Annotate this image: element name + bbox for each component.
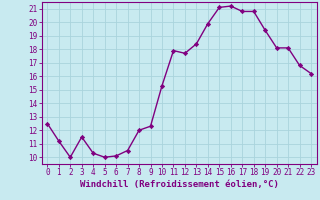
X-axis label: Windchill (Refroidissement éolien,°C): Windchill (Refroidissement éolien,°C) bbox=[80, 180, 279, 189]
